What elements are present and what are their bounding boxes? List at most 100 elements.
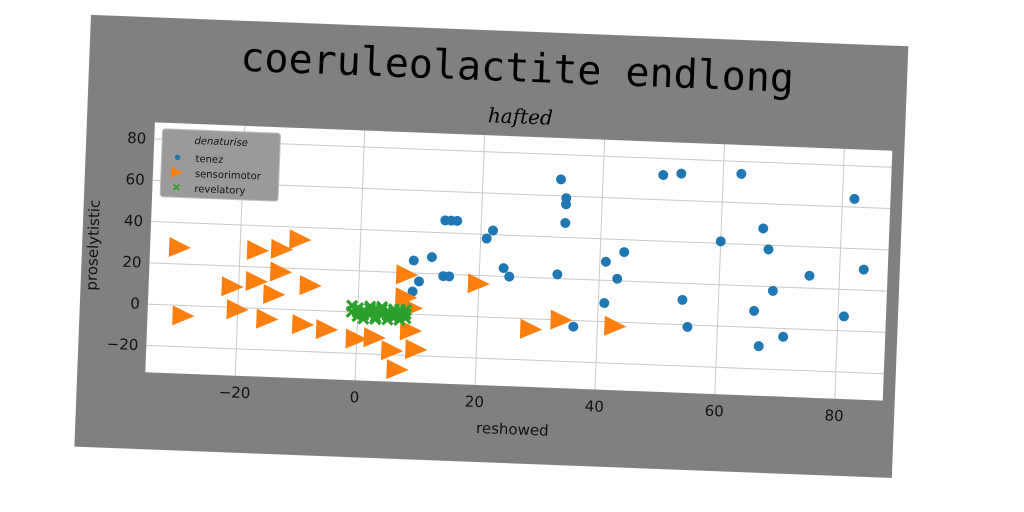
x-tick-label: 0 bbox=[349, 388, 359, 406]
data-point bbox=[452, 215, 463, 226]
data-point bbox=[399, 303, 413, 317]
y-tick-label: 0 bbox=[130, 294, 140, 312]
y-tick-label: 40 bbox=[124, 211, 144, 230]
data-point bbox=[838, 311, 849, 322]
legend-marker bbox=[174, 154, 181, 161]
data-point bbox=[767, 285, 778, 296]
y-grid-line bbox=[147, 303, 886, 333]
data-point bbox=[763, 244, 774, 255]
data-point bbox=[269, 261, 293, 282]
series-tenez bbox=[407, 168, 869, 352]
legend-box bbox=[159, 128, 281, 202]
data-point bbox=[677, 294, 688, 305]
data-point bbox=[262, 284, 286, 305]
data-point bbox=[556, 174, 567, 185]
y-tick-label: 20 bbox=[122, 253, 142, 272]
chart-title: hafted bbox=[488, 103, 554, 129]
y-tick-label: 80 bbox=[127, 129, 147, 148]
data-point bbox=[715, 236, 726, 247]
x-tick-label: 40 bbox=[584, 397, 604, 416]
x-grid-line bbox=[474, 135, 486, 385]
data-point bbox=[380, 340, 404, 361]
data-point bbox=[351, 301, 365, 315]
data-point bbox=[246, 240, 270, 261]
tick-labels: −20 0 20 40 60 80 −20 0 20 40 60 80 bbox=[106, 129, 844, 425]
data-point bbox=[858, 264, 869, 275]
data-point bbox=[291, 314, 315, 335]
data-point bbox=[568, 321, 579, 332]
data-point bbox=[487, 225, 498, 236]
data-point bbox=[550, 309, 573, 330]
data-point bbox=[221, 276, 244, 297]
data-point bbox=[408, 255, 419, 266]
x-tick-label: 80 bbox=[824, 406, 844, 425]
data-point bbox=[804, 270, 815, 281]
data-point bbox=[172, 305, 195, 326]
series-layer bbox=[168, 168, 869, 380]
data-point bbox=[753, 341, 764, 352]
legend-item-revelatory: revelatory bbox=[172, 183, 246, 197]
x-grid-line bbox=[834, 148, 845, 399]
x-grid-line bbox=[594, 139, 606, 390]
y-tick-label: 60 bbox=[125, 170, 145, 189]
data-point bbox=[467, 273, 490, 294]
data-point bbox=[599, 298, 610, 309]
chart-card: coeruleolactite endlong hafted −20 0 20 40 6… bbox=[74, 14, 909, 478]
data-point bbox=[749, 305, 760, 316]
data-point bbox=[404, 339, 428, 360]
y-tick-label: −20 bbox=[106, 335, 138, 354]
data-point bbox=[560, 217, 571, 228]
x-tick-label: 60 bbox=[704, 402, 724, 421]
x-grid-line bbox=[714, 144, 725, 395]
data-point bbox=[386, 359, 409, 380]
data-point bbox=[444, 271, 455, 282]
legend-title: denaturise bbox=[194, 136, 248, 149]
data-point bbox=[658, 170, 669, 181]
data-point bbox=[600, 256, 611, 267]
legend-label: tenez bbox=[195, 154, 223, 166]
x-tick-label: −20 bbox=[218, 383, 250, 402]
data-point bbox=[299, 275, 322, 296]
legend-label: revelatory bbox=[194, 184, 246, 197]
data-point bbox=[256, 308, 279, 329]
series-sensorimotor bbox=[168, 229, 627, 380]
series-revelatory bbox=[345, 299, 413, 327]
data-point bbox=[315, 319, 339, 340]
data-point bbox=[561, 199, 572, 210]
data-point bbox=[612, 273, 623, 284]
data-point bbox=[168, 237, 192, 258]
data-point bbox=[682, 321, 693, 332]
data-point bbox=[498, 263, 509, 274]
data-point bbox=[849, 193, 860, 204]
data-point bbox=[394, 287, 418, 308]
y-grid-line bbox=[146, 344, 884, 375]
data-point bbox=[289, 229, 312, 250]
data-point bbox=[552, 269, 563, 280]
data-point bbox=[426, 252, 437, 263]
data-point bbox=[758, 223, 769, 234]
data-point bbox=[619, 247, 630, 258]
data-point bbox=[676, 168, 687, 179]
y-grid-line bbox=[151, 221, 889, 251]
data-point bbox=[270, 238, 294, 259]
data-point bbox=[363, 327, 386, 348]
data-point bbox=[245, 270, 268, 291]
data-point bbox=[395, 264, 419, 285]
x-tick-label: 20 bbox=[465, 393, 485, 412]
legend-label: sensorimotor bbox=[195, 169, 262, 183]
legend-marker bbox=[170, 166, 184, 178]
data-point bbox=[226, 299, 249, 320]
data-point bbox=[345, 328, 368, 349]
data-point bbox=[604, 315, 627, 336]
legend-item-tenez: tenez bbox=[174, 154, 223, 166]
data-point bbox=[399, 320, 423, 341]
legend-marker bbox=[172, 183, 180, 191]
data-point bbox=[778, 331, 789, 342]
data-point bbox=[736, 168, 747, 179]
data-point bbox=[413, 276, 424, 287]
data-point bbox=[407, 286, 418, 297]
y-axis-label: proselytistic bbox=[82, 199, 103, 290]
data-point bbox=[387, 305, 401, 318]
